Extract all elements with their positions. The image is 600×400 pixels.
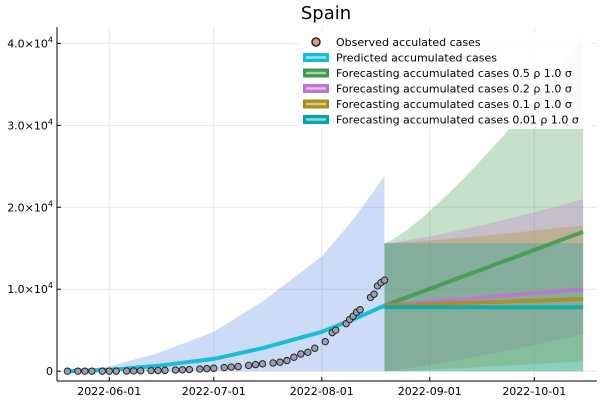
observed-point [154, 366, 162, 375]
x-tick-label: 2022-10-01 [502, 385, 566, 398]
observed-point [370, 290, 378, 298]
observed-point [297, 350, 305, 358]
observed-point [356, 306, 364, 314]
legend-label: Forecasting accumulated cases 0.01 ρ 1.0… [336, 114, 579, 127]
x-tick-labels: 2022-06-01 2022-07-01 2022-08-01 2022-09-01… [77, 385, 566, 398]
observed-point [321, 337, 329, 346]
observed-point [81, 367, 89, 375]
observed-point [161, 366, 169, 375]
observed-point [203, 364, 211, 373]
legend-label: Forecasting accumulated cases 0.5 ρ 1.0 … [336, 67, 572, 80]
observed-point [122, 367, 131, 375]
y-tick-label: 3.0×104 [7, 117, 53, 132]
forecast-line-0 [383, 230, 584, 308]
x-tick-label: 2022-06-01 [77, 385, 141, 398]
observed-point [244, 361, 253, 370]
observed-point [304, 348, 312, 357]
forecast-line-2 [384, 297, 584, 308]
legend-label: Observed acculated cases [336, 36, 481, 49]
observed-point [74, 367, 82, 375]
observed-point [105, 367, 113, 375]
observed-point [88, 367, 96, 375]
observed-point [136, 367, 145, 375]
x-tick-label: 2022-08-01 [290, 385, 354, 398]
observed-point [185, 365, 194, 374]
y-tick-label: 4.0×104 [7, 35, 53, 50]
legend: Observed acculated cases Predicted accumu… [299, 32, 591, 129]
observed-point [258, 360, 267, 368]
observed-point [210, 364, 218, 372]
observed-point [269, 359, 277, 367]
observed-point [147, 366, 155, 375]
observed-point [112, 367, 120, 375]
axes [56, 27, 597, 382]
observed-point [332, 326, 340, 334]
y-tick-label: 2.0×104 [7, 199, 53, 214]
observed-point [63, 367, 72, 375]
observed-point [290, 353, 298, 361]
observed-point [178, 366, 187, 374]
legend-label: Forecasting accumulated cases 0.2 ρ 1.0 … [336, 83, 572, 96]
observed-point [220, 363, 228, 372]
observed-point [234, 362, 242, 371]
observed-point [129, 367, 138, 375]
x-tick-label: 2022-07-01 [182, 385, 246, 398]
y-tick-label: 0 [46, 365, 53, 378]
observed-point [98, 367, 106, 375]
y-tick-label: 1.0×104 [7, 281, 53, 296]
forecast-band-1 [384, 199, 584, 372]
legend-label: Forecasting accumulated cases 0.1 ρ 1.0 … [336, 98, 572, 111]
legend-box [299, 32, 591, 129]
observed-point [196, 365, 204, 373]
observed-point [251, 360, 260, 369]
y-tick-labels: 0 1.0×104 2.0×104 3.0×104 4.0×104 [7, 35, 53, 378]
observed-points [63, 276, 389, 375]
observed-point [276, 358, 284, 366]
observed-point [227, 363, 235, 371]
observed-point [380, 276, 389, 284]
legend-marker [311, 37, 321, 47]
x-tick-label: 2022-09-01 [398, 385, 462, 398]
chart-title: Spain [301, 3, 351, 24]
observed-point [311, 344, 319, 352]
observed-point [171, 366, 180, 374]
legend-label: Predicted accumulated cases [336, 52, 497, 65]
predicted-band [67, 176, 385, 372]
observed-point [283, 356, 291, 365]
